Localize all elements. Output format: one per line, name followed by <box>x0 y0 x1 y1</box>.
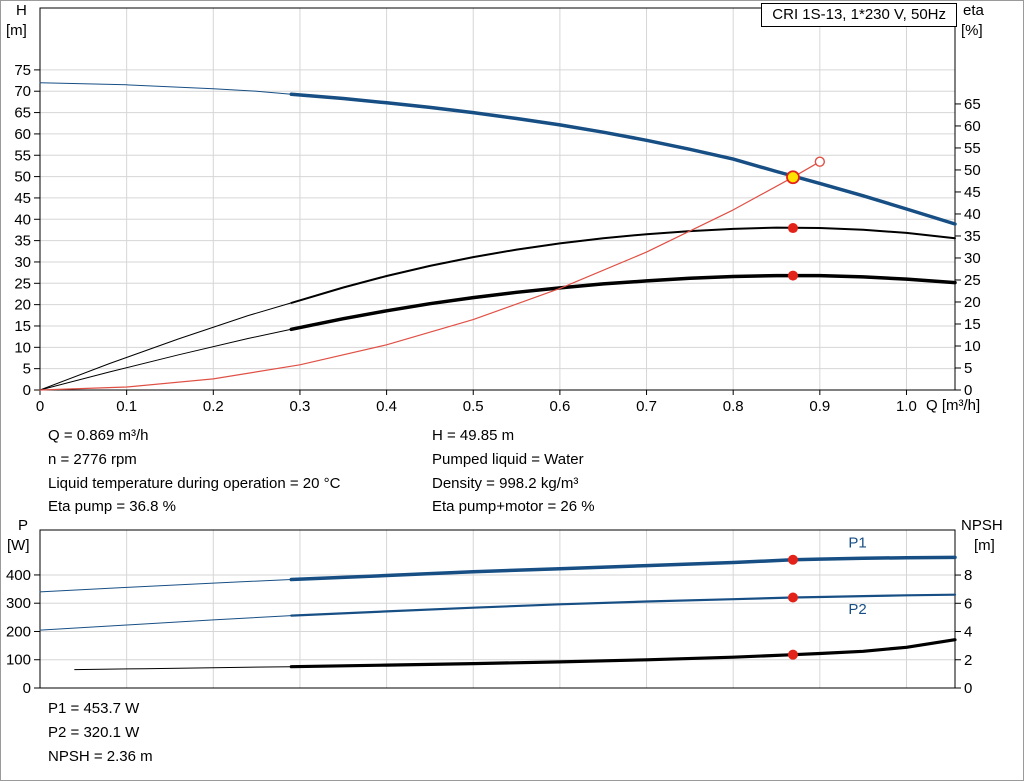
right-axis-tick-label: 15 <box>964 316 981 333</box>
left-axis-tick-label: 15 <box>14 318 31 335</box>
head-curve-extrapolated <box>39 82 292 95</box>
right-axis-tick-label: 2 <box>964 652 972 669</box>
head-axis-unit: [m] <box>6 22 27 39</box>
left-axis-tick-label: 300 <box>6 595 31 612</box>
right-axis-tick-label: 30 <box>964 250 981 267</box>
right-axis-tick-label: 45 <box>964 184 981 201</box>
left-axis-tick-label: 50 <box>14 169 31 186</box>
x-axis-tick-label: 0.7 <box>636 398 657 415</box>
p1-curve <box>289 555 957 582</box>
p1-curve-extrapolated <box>39 579 292 593</box>
liquid-temperature-text: Liquid temperature during operation = 20… <box>48 475 341 492</box>
right-axis-tick-label: 55 <box>964 140 981 157</box>
right-axis-tick-label: 25 <box>964 272 981 289</box>
npsh-axis-unit: [m] <box>974 537 995 554</box>
right-axis-tick-label: 6 <box>964 595 972 612</box>
x-axis-tick-label: 1.0 <box>896 398 917 415</box>
p2-value-text: P2 = 320.1 W <box>48 724 140 741</box>
x-axis-tick-label: 0.5 <box>463 398 484 415</box>
system-curve <box>39 161 821 391</box>
right-axis-tick-label: 4 <box>964 624 972 641</box>
eta-pump-curve-extrapolated <box>39 302 292 391</box>
npsh-curve <box>289 638 957 669</box>
left-axis-tick-label: 25 <box>14 275 31 292</box>
right-axis-tick-label: 10 <box>964 338 981 355</box>
left-axis-tick-label: 55 <box>14 147 31 164</box>
right-axis-tick-label: 35 <box>964 228 981 245</box>
duty-point-marker <box>786 170 800 185</box>
eta-axis-title: eta <box>963 2 984 19</box>
right-axis-tick-label: 20 <box>964 294 981 311</box>
right-axis-tick-label: 50 <box>964 162 981 179</box>
density-text: Density = 998.2 kg/m³ <box>432 475 579 492</box>
npsh-value-text: NPSH = 2.36 m <box>48 748 153 765</box>
p2-curve <box>290 593 957 617</box>
right-axis-tick-label: 0 <box>964 680 972 697</box>
left-axis-tick-label: 5 <box>23 361 31 378</box>
p2-duty-marker <box>787 592 798 603</box>
right-axis-tick-label: 5 <box>964 360 972 377</box>
power-npsh-chart: 0 100 200 300 400 0 2 4 6 8 P1 P2 <box>6 529 972 697</box>
x-axis-tick-label: 0.1 <box>116 398 137 415</box>
plot-frame <box>39 529 956 689</box>
plot-frame <box>39 7 956 391</box>
x-axis-tick-label: 0.6 <box>549 398 570 415</box>
p1-value-text: P1 = 453.7 W <box>48 700 140 717</box>
left-axis-tick-label: 40 <box>14 211 31 228</box>
p2-curve-label: P2 <box>848 601 866 618</box>
left-axis-tick-label: 35 <box>14 233 31 250</box>
eta-pump-text: Eta pump = 36.8 % <box>48 498 176 515</box>
p1-duty-marker <box>787 554 798 565</box>
eta-pump-marker <box>787 223 798 234</box>
left-axis-tick-label: 30 <box>14 254 31 271</box>
flow-axis-title: Q [m³/h] <box>926 397 981 414</box>
eta-pump-motor-curve <box>289 273 957 332</box>
eta-pump-motor-text: Eta pump+motor = 26 % <box>432 498 595 515</box>
speed-text: n = 2776 rpm <box>48 451 137 468</box>
x-axis-tick-label: 0.2 <box>203 398 224 415</box>
right-axis-tick-label: 65 <box>964 96 981 113</box>
left-axis-tick-label: 45 <box>14 190 31 207</box>
npsh-curve-extrapolated <box>74 666 292 671</box>
pump-title-box: CRI 1S-13, 1*230 V, 50Hz <box>761 3 957 27</box>
head-axis-title: H <box>16 2 27 19</box>
power-axis-unit: [W] <box>7 537 30 554</box>
system-curve-end-marker <box>814 156 826 167</box>
left-axis-tick-label: 65 <box>14 105 31 122</box>
eta-pump-motor-marker <box>787 270 798 281</box>
npsh-duty-marker <box>787 649 798 660</box>
p1-curve-label: P1 <box>848 535 866 552</box>
left-axis-tick-label: 60 <box>14 126 31 143</box>
npsh-axis-title: NPSH <box>961 517 1003 534</box>
x-axis-tick-label: 0 <box>36 398 44 415</box>
x-axis-tick-label: 0.8 <box>723 398 744 415</box>
x-axis-tick-label: 0.9 <box>809 398 830 415</box>
left-axis-tick-label: 200 <box>6 623 31 640</box>
right-axis-tick-label: 0 <box>964 382 972 399</box>
power-axis-title: P <box>18 517 29 534</box>
right-axis-tick-label: 8 <box>964 567 972 584</box>
x-axis-tick-label: 0.3 <box>290 398 311 415</box>
left-axis-tick-label: 0 <box>23 382 31 399</box>
left-axis-tick-label: 10 <box>14 339 31 356</box>
right-axis-tick-label: 40 <box>964 206 981 223</box>
head-curve <box>289 92 957 226</box>
duty-flow-text: Q = 0.869 m³/h <box>48 427 149 444</box>
qh-eta-chart: 0 5 10 15 20 25 30 35 40 45 50 55 60 65 70 75 0 5 10 15 20 25… <box>14 7 981 415</box>
duty-head-text: H = 49.85 m <box>432 427 515 444</box>
right-axis-tick-label: 60 <box>964 118 981 135</box>
x-axis-tick-label: 0.4 <box>376 398 397 415</box>
p2-curve-extrapolated <box>39 615 292 631</box>
eta-axis-unit: [%] <box>961 22 983 39</box>
left-axis-tick-label: 70 <box>14 83 31 100</box>
left-axis-tick-label: 400 <box>6 567 31 584</box>
left-axis-tick-label: 0 <box>23 680 31 697</box>
left-axis-tick-label: 100 <box>6 652 31 669</box>
left-axis-tick-label: 20 <box>14 297 31 314</box>
left-axis-tick-label: 75 <box>14 62 31 79</box>
eta-pump-curve <box>290 226 956 304</box>
pumped-liquid-text: Pumped liquid = Water <box>432 451 584 468</box>
eta-pump-motor-curve-extrapolated <box>39 328 292 391</box>
